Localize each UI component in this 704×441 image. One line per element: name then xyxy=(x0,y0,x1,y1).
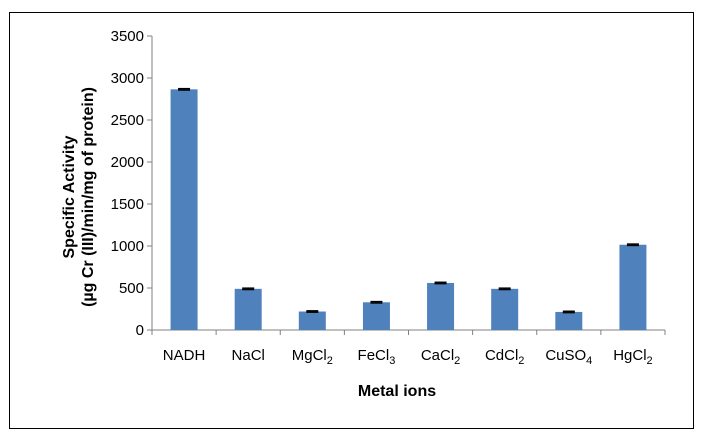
x-axis xyxy=(151,329,666,335)
x-tick-label: NaCl xyxy=(232,347,265,364)
y-tick-label: 2500 xyxy=(111,112,144,129)
bar xyxy=(427,282,455,330)
bar xyxy=(555,311,583,330)
y-axis-title-line-2: (µg Cr (III)/min/mg of protein) xyxy=(80,87,97,307)
x-tick-label: CuSO4 xyxy=(545,347,592,367)
x-axis-title: Metal ions xyxy=(358,383,436,400)
y-tick-label: 3500 xyxy=(111,28,144,45)
bar xyxy=(362,302,390,330)
x-tick-label: CdCl2 xyxy=(485,347,524,367)
x-tick-label: CaCl2 xyxy=(421,347,460,367)
y-axis-title: Specific Activity (µg Cr (III)/min/mg of… xyxy=(61,87,97,307)
y-axis-title-line-1: Specific Activity xyxy=(61,135,78,258)
bars xyxy=(170,89,647,330)
bar xyxy=(491,288,519,330)
x-tick-label: FeCl3 xyxy=(358,347,396,367)
bar xyxy=(170,89,198,330)
y-tick-label: 1500 xyxy=(111,196,144,213)
chart-frame xyxy=(9,12,694,429)
x-tick-label: NADH xyxy=(163,347,206,364)
y-tick-label: 0 xyxy=(136,322,144,339)
y-tick-label: 1000 xyxy=(111,238,144,255)
y-tick-label: 2000 xyxy=(111,154,144,171)
bar xyxy=(619,244,647,330)
bar xyxy=(298,311,326,330)
error-bars xyxy=(178,87,639,314)
y-axis: 0 500 1000 1500 2000 2500 3000 3500 xyxy=(111,28,153,339)
y-tick-label: 3000 xyxy=(111,70,144,87)
bar xyxy=(234,288,262,330)
y-tick-label: 500 xyxy=(119,280,144,297)
x-tick-labels: NADH NaCl MgCl2 FeCl3 CaCl2 CdCl2 CuSO4 HgCl2 xyxy=(163,347,653,367)
x-tick-label: MgCl2 xyxy=(292,347,333,367)
x-tick-label: HgCl2 xyxy=(613,347,652,367)
